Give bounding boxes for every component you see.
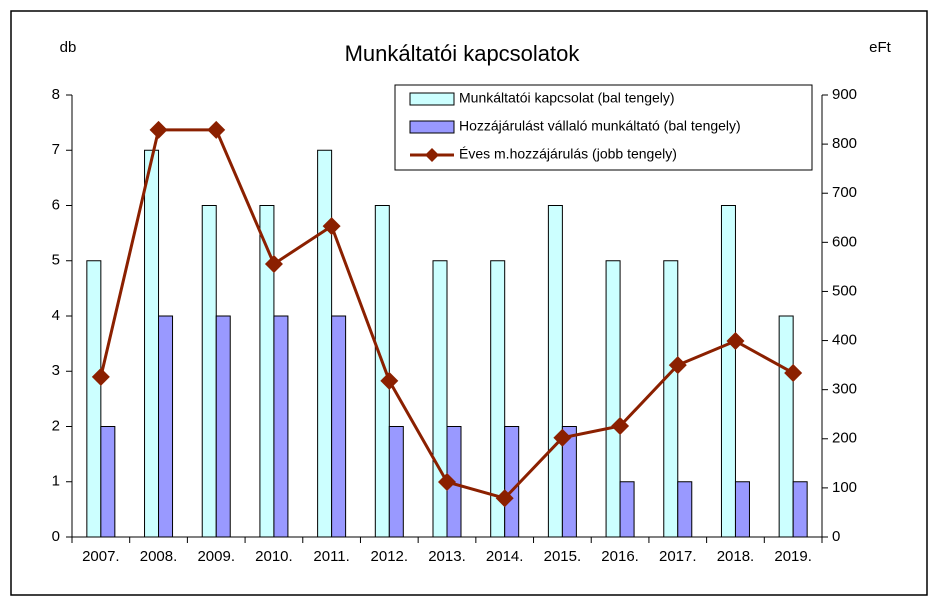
bar (86, 260, 102, 538)
bar (504, 426, 520, 538)
line-marker (380, 371, 399, 390)
line-marker (264, 254, 283, 273)
bar (331, 315, 347, 538)
legend-swatch (409, 120, 455, 134)
line-marker (495, 489, 514, 508)
bar (388, 426, 404, 538)
chart-title: Munkáltatói kapcsolatok (345, 41, 581, 66)
x-tick-label: 2007. (82, 548, 120, 565)
y2-tick-label: 200 (832, 430, 857, 447)
x-tick-label: 2016. (601, 548, 639, 565)
bar (432, 260, 448, 538)
x-tick-label: 2017. (659, 548, 697, 565)
bar (778, 315, 794, 538)
bar (547, 205, 563, 538)
bar (734, 481, 750, 538)
line-marker (207, 120, 226, 139)
y-tick-label: 8 (52, 86, 60, 103)
bar (259, 205, 275, 538)
line-marker (322, 217, 341, 236)
line-marker (668, 356, 687, 375)
y-tick-label: 4 (52, 307, 60, 324)
y-tick-label: 1 (52, 473, 60, 490)
bar (158, 315, 174, 538)
bar (100, 426, 116, 538)
y-tick-label: 3 (52, 362, 60, 379)
line-marker (784, 363, 803, 382)
bar (215, 315, 231, 538)
legend-label: Éves m.hozzájárulás (jobb tengely) (459, 146, 677, 162)
bar (201, 205, 217, 538)
x-tick-label: 2011. (313, 548, 349, 565)
x-tick-label: 2018. (717, 548, 755, 565)
legend-label: Hozzájárulást vállaló munkáltató (bal te… (459, 118, 741, 134)
x-tick-label: 2012. (371, 548, 409, 565)
bar (490, 260, 506, 538)
legend-marker (425, 148, 439, 162)
bar (374, 205, 390, 538)
y2-axis-label: eFt (869, 39, 892, 56)
bar (605, 260, 621, 538)
bar (619, 481, 635, 538)
x-tick-label: 2015. (544, 548, 582, 565)
line-marker (726, 332, 745, 351)
line-marker (553, 428, 572, 447)
line-marker (438, 472, 456, 491)
legend-label: Munkáltatói kapcsolat (bal tengely) (459, 90, 675, 106)
bar (663, 260, 679, 538)
y2-tick-label: 100 (832, 479, 857, 496)
bar (720, 205, 736, 538)
y-axis-label: db (60, 39, 77, 56)
x-tick-label: 2019. (774, 548, 812, 565)
bar (317, 149, 333, 538)
y2-tick-label: 300 (832, 381, 857, 398)
y2-tick-label: 700 (832, 184, 857, 201)
line-marker (149, 120, 168, 139)
y2-tick-label: 400 (832, 332, 857, 349)
x-tick-label: 2009. (197, 548, 235, 565)
bar (144, 149, 160, 538)
line-marker (91, 367, 110, 386)
y2-tick-label: 900 (832, 86, 857, 103)
x-tick-label: 2008. (140, 548, 178, 565)
y-tick-label: 6 (52, 196, 60, 213)
bar (677, 481, 693, 538)
bar (792, 481, 808, 538)
legend-swatch (409, 92, 455, 106)
y2-tick-label: 800 (832, 135, 857, 152)
line-marker (611, 417, 630, 436)
y2-tick-label: 500 (832, 282, 857, 299)
x-tick-label: 2014. (486, 548, 524, 565)
x-tick-label: 2013. (428, 548, 466, 565)
x-tick-label: 2010. (255, 548, 293, 565)
y-tick-label: 7 (52, 141, 60, 158)
y2-tick-label: 600 (832, 233, 857, 250)
bar (561, 426, 577, 538)
bar (273, 315, 289, 538)
y-tick-label: 5 (52, 252, 60, 269)
y-tick-label: 0 (52, 528, 60, 545)
legend-box (394, 84, 813, 171)
y-tick-label: 2 (52, 417, 60, 434)
y2-tick-label: 0 (832, 528, 840, 545)
